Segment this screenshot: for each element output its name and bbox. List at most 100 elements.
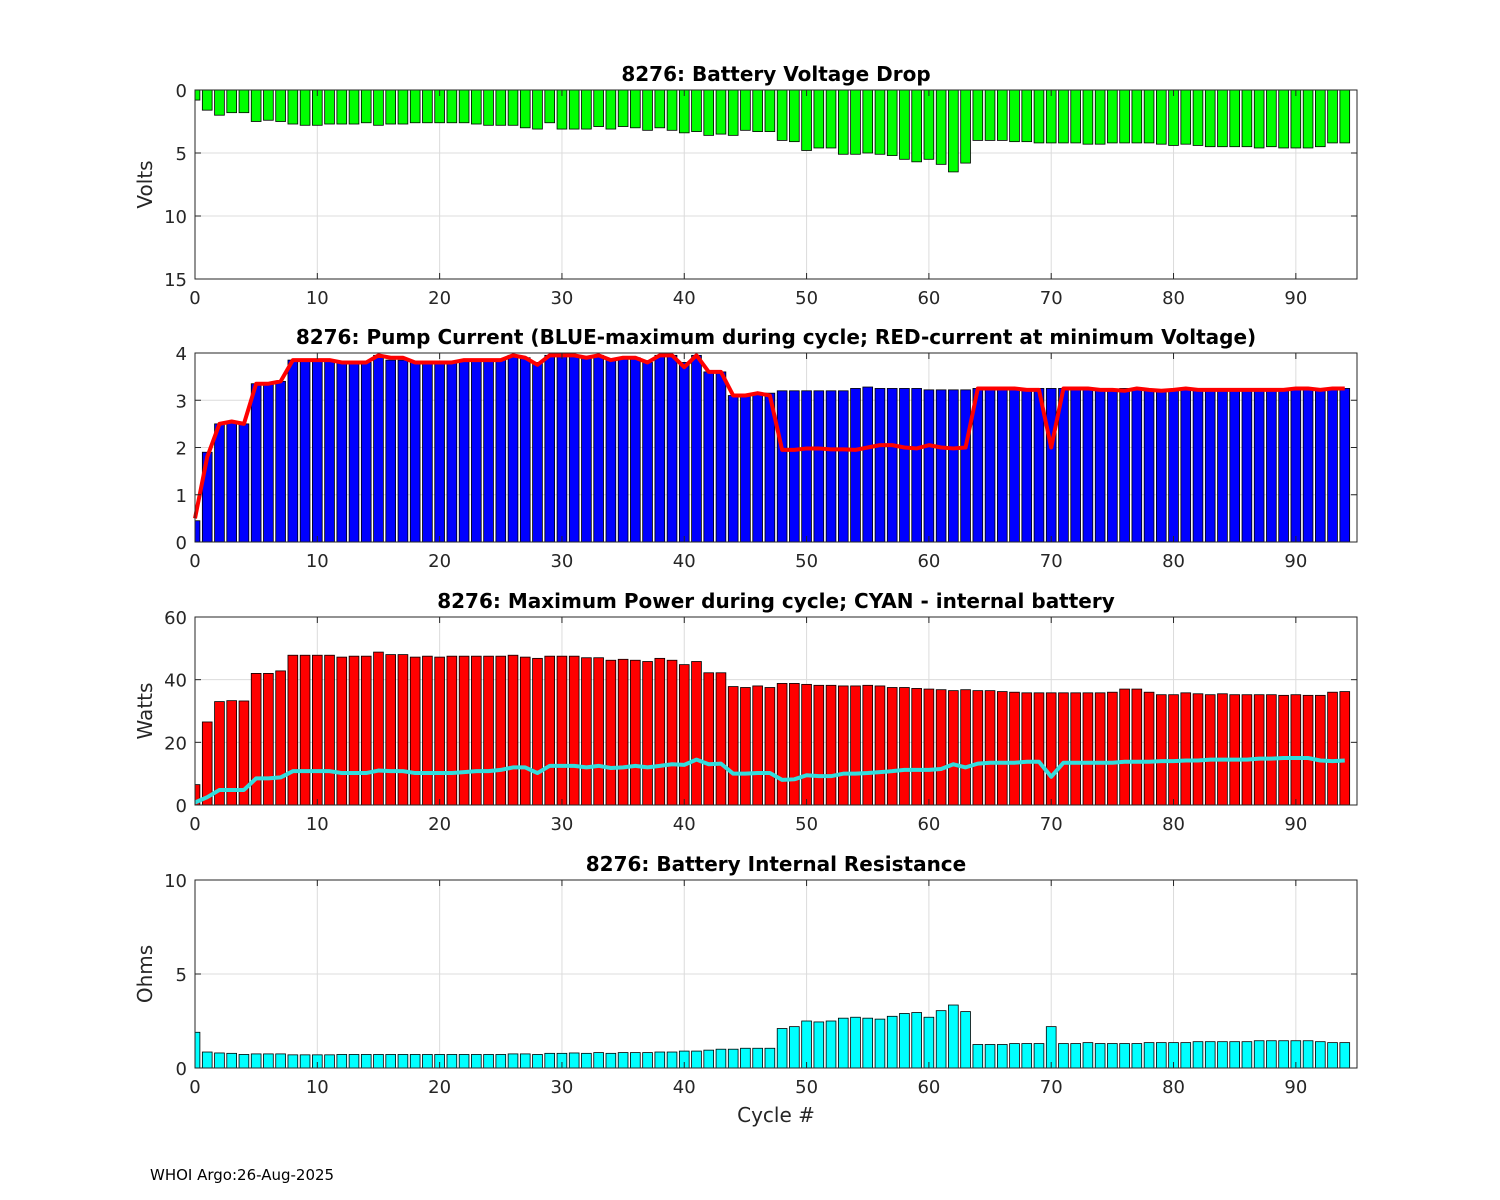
bar xyxy=(409,656,421,806)
bar xyxy=(801,1020,812,1069)
bar xyxy=(1021,89,1033,143)
bar xyxy=(194,520,201,543)
axes-box xyxy=(194,89,1358,280)
bar xyxy=(1168,389,1179,543)
y-axis-label: Volts xyxy=(133,160,157,208)
bar xyxy=(336,89,348,125)
bar xyxy=(617,1052,629,1069)
x-tick-label: 70 xyxy=(1040,814,1063,835)
bar xyxy=(984,1044,996,1069)
chart-panel-2: 0 10 20 30 40 50 60 70 80 90 0 1 2 3 4 8276: Pump Curre… xyxy=(176,325,1358,572)
bar xyxy=(507,354,519,543)
bar xyxy=(1119,388,1130,543)
bar xyxy=(1290,388,1302,543)
bar xyxy=(1131,1043,1143,1069)
bar xyxy=(923,1016,935,1069)
bar xyxy=(1241,1041,1253,1069)
bar xyxy=(1009,89,1020,143)
bar xyxy=(1253,1040,1265,1069)
bar xyxy=(764,1047,776,1069)
bar xyxy=(1192,389,1204,543)
bar xyxy=(642,661,653,806)
chart-title: 8276: Pump Current (BLUE-maximum during … xyxy=(296,325,1256,349)
bar xyxy=(1278,89,1289,149)
bar xyxy=(678,664,690,806)
bar xyxy=(801,390,812,543)
bar xyxy=(593,89,604,127)
bar xyxy=(1045,388,1057,543)
bar xyxy=(1327,1042,1338,1069)
bar xyxy=(422,89,433,124)
bar xyxy=(1070,388,1081,543)
bar xyxy=(263,673,274,806)
bar xyxy=(409,362,421,543)
bar xyxy=(776,390,788,543)
bar xyxy=(532,657,543,806)
bar xyxy=(458,359,470,543)
bar xyxy=(862,89,874,154)
x-tick-label: 0 xyxy=(189,1077,200,1098)
bar xyxy=(495,89,507,126)
bar xyxy=(776,89,788,141)
bar xyxy=(605,359,617,543)
bar xyxy=(1168,89,1179,146)
x-tick-label: 90 xyxy=(1284,551,1307,572)
bar xyxy=(605,1052,617,1069)
bar xyxy=(1107,691,1118,806)
bar xyxy=(874,388,886,543)
bar xyxy=(568,89,580,130)
bar xyxy=(1315,89,1326,148)
x-tick-label: 40 xyxy=(673,1077,696,1098)
bar xyxy=(581,357,592,543)
bar xyxy=(495,359,507,543)
bar xyxy=(948,389,959,543)
footer-label: WHOI Argo:26-Aug-2025 xyxy=(150,1166,335,1184)
bar xyxy=(984,388,996,543)
bar xyxy=(923,89,935,160)
bar xyxy=(1107,1043,1118,1069)
bar xyxy=(801,683,812,806)
bar xyxy=(1070,692,1081,806)
x-tick-label: 90 xyxy=(1284,814,1307,835)
bar xyxy=(532,362,543,543)
bar xyxy=(299,359,311,543)
bar xyxy=(996,89,1008,141)
y-tick-label: 40 xyxy=(164,671,187,692)
bar xyxy=(483,359,494,543)
bar xyxy=(1229,389,1240,543)
bar xyxy=(238,89,250,114)
bar xyxy=(238,423,250,543)
bar xyxy=(678,362,690,543)
bar xyxy=(458,1054,470,1069)
bar xyxy=(507,89,519,126)
bar xyxy=(703,89,715,136)
bar xyxy=(194,1031,201,1069)
bar xyxy=(960,89,971,164)
bar xyxy=(740,89,751,131)
bar xyxy=(1180,89,1192,145)
bar xyxy=(654,354,666,543)
bar xyxy=(544,655,556,806)
bar xyxy=(605,89,617,130)
bar xyxy=(275,670,286,806)
bar xyxy=(299,654,311,806)
bar xyxy=(568,655,580,806)
bar xyxy=(1192,1041,1204,1069)
bar xyxy=(1253,89,1265,149)
bar xyxy=(1339,89,1351,144)
bar xyxy=(458,89,470,124)
bar xyxy=(972,690,984,806)
bar xyxy=(1033,1043,1045,1069)
bar xyxy=(630,659,641,806)
bar xyxy=(764,89,776,132)
bar xyxy=(483,89,494,126)
bar xyxy=(324,89,335,125)
x-tick-label: 10 xyxy=(306,551,329,572)
bar xyxy=(911,388,922,543)
bar xyxy=(1217,693,1228,806)
bar xyxy=(960,1011,971,1069)
bar xyxy=(1107,389,1118,543)
bar xyxy=(715,672,727,806)
axes-box xyxy=(194,616,1358,806)
bar xyxy=(348,362,360,543)
